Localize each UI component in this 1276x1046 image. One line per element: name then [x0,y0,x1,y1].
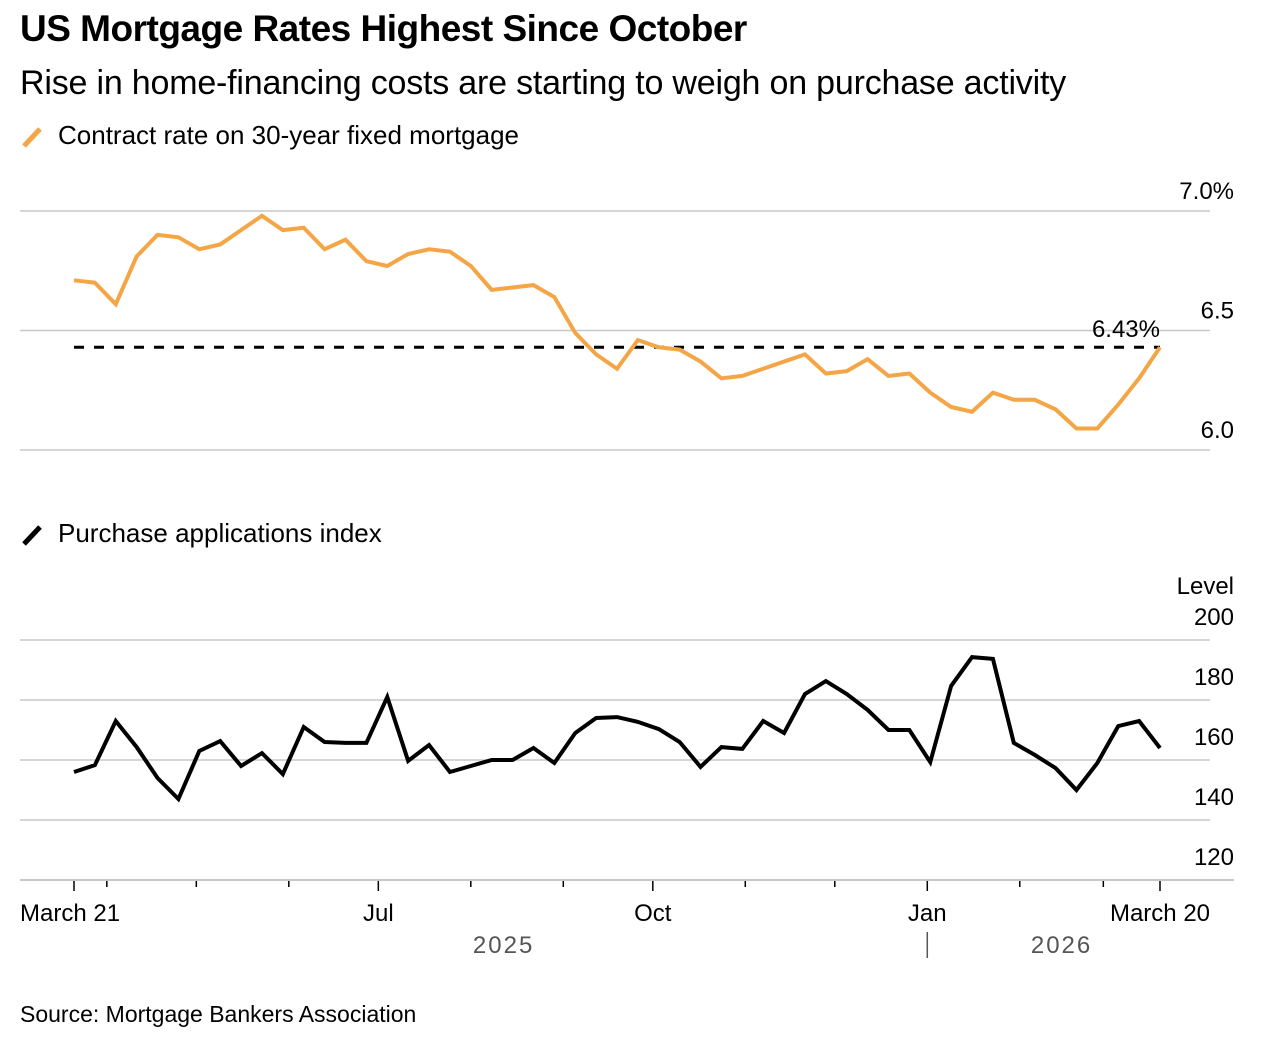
black-line-swatch-icon [22,524,42,546]
purchase-series-line [73,655,1162,803]
purchase-y-tick-label: 120 [1194,844,1234,871]
purchase-y-axis-title: Level [1177,573,1234,600]
purchase-series-points [73,657,1161,800]
purchase-y-tick-label: 200 [1194,604,1234,631]
source-note: Source: Mortgage Bankers Association [20,1001,417,1027]
purchase-panel: Level 200 180 160 140 120 [20,573,1234,871]
chart-title: US Mortgage Rates Highest Since October [20,8,747,49]
rate-y-tick-label: 7.0% [1179,178,1234,205]
purchase-gridlines [20,639,1210,821]
rate-y-axis-labels: 7.0% 6.5 6.0 [1179,178,1234,444]
chart-subtitle: Rise in home-financing costs are startin… [20,64,1066,102]
rate-series-line [73,213,1162,431]
rate-gridlines [20,210,1210,451]
x-axis-labels: March 21 Jul Oct Jan March 20 [20,900,1210,927]
reference-line-label: 6.43% [1092,316,1160,343]
rate-panel: 7.0% 6.5 6.0 6.43% [20,178,1234,451]
x-tick-label: Oct [634,900,672,927]
legend-purchase: Purchase applications index [20,518,382,549]
x-tick-label: March 21 [20,900,120,927]
x-axis-ticks [73,881,1161,891]
x-year-label: 2025 [473,932,534,959]
rate-y-tick-label: 6.5 [1201,298,1234,325]
purchase-y-tick-label: 140 [1194,784,1234,811]
x-tick-label: Jul [363,900,394,927]
x-year-label: 2026 [1031,932,1092,959]
rate-series-points [73,215,1161,429]
purchase-y-axis-labels: 200 180 160 140 120 [1194,604,1234,871]
legend-purchase-label: Purchase applications index [58,518,382,548]
x-tick-label: March 20 [1110,900,1210,927]
x-tick-label: Jan [908,900,947,927]
purchase-y-tick-label: 180 [1194,664,1234,691]
legend-rate-label: Contract rate on 30-year fixed mortgage [58,120,520,150]
x-axis: March 21 Jul Oct Jan March 20 2025 2026 [20,879,1234,959]
legend-rate: Contract rate on 30-year fixed mortgage [20,120,519,151]
orange-line-swatch-icon [22,126,42,148]
x-axis-year-labels: 2025 2026 [473,932,1092,959]
purchase-y-tick-label: 160 [1194,724,1234,751]
rate-y-tick-label: 6.0 [1201,417,1234,444]
